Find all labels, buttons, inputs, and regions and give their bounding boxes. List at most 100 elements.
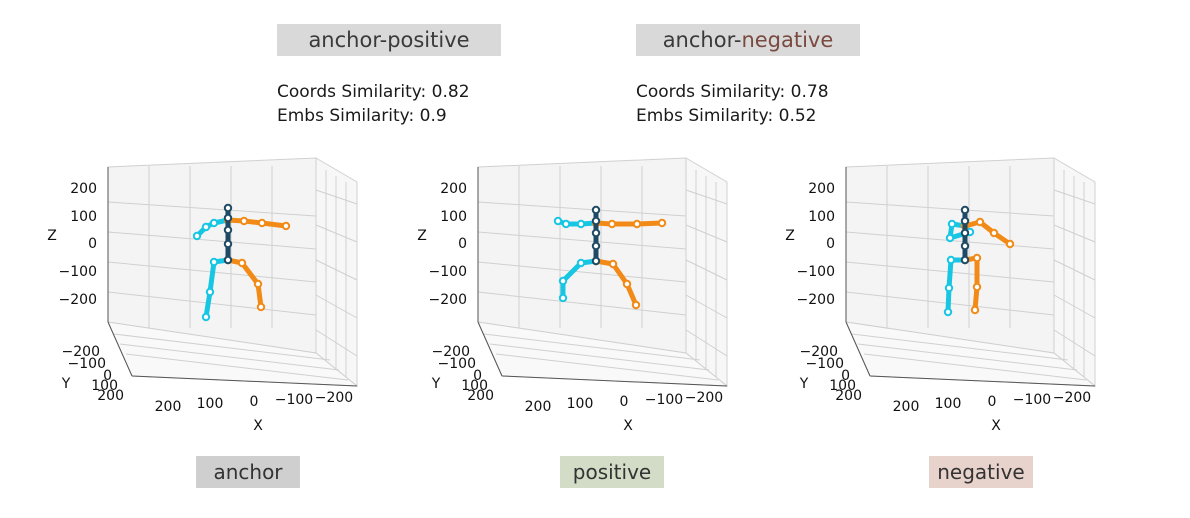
anchor-positive-metrics: Coords Similarity: 0.82 Embs Similarity:… [277, 80, 470, 128]
joint [972, 282, 982, 292]
floor-gridline [113, 333, 331, 361]
x-tick-label: 0 [250, 394, 259, 410]
anchor-caption: anchor [213, 460, 283, 484]
positive-caption: positive [572, 460, 652, 484]
ap-embs-similarity: Embs Similarity: 0.9 [277, 106, 447, 126]
z-tick-label: −200 [429, 292, 467, 308]
joint [960, 205, 970, 215]
x-tick-label: 100 [567, 396, 594, 412]
z-tick-label: 100 [440, 209, 467, 225]
joint [607, 219, 617, 229]
joint [591, 205, 601, 215]
x-tick-label: 100 [197, 396, 224, 412]
z-gridline [477, 291, 687, 316]
z-tick-label: 100 [70, 209, 97, 225]
joint [223, 239, 233, 249]
joint [591, 228, 601, 238]
y-tick-label: −200 [800, 344, 838, 360]
anchor-positive-label: anchor-positive [308, 28, 470, 52]
joint [558, 293, 568, 303]
z-axis-label: Z [785, 228, 795, 244]
floor-gridline [489, 343, 710, 371]
joint [201, 312, 211, 322]
positive-caption-box: positive [560, 456, 664, 488]
x-tick-label: −100 [1013, 392, 1051, 408]
joint [591, 241, 601, 251]
y-axis-label: Y [799, 376, 809, 392]
z-gridline [477, 201, 687, 217]
floor-gridline [857, 343, 1078, 371]
joint [631, 300, 641, 310]
y-axis-label: Y [431, 376, 441, 392]
x-tick-label: 200 [525, 399, 552, 415]
x-axis [501, 375, 728, 387]
joint [1005, 239, 1015, 249]
z-gridline [107, 291, 317, 316]
z-tick-label: 0 [458, 236, 467, 252]
joint [972, 253, 982, 263]
left-leg [945, 257, 968, 315]
z-gridline [477, 231, 687, 250]
joint [657, 218, 667, 228]
z-axis-label: Z [417, 228, 427, 244]
y-axis [107, 321, 133, 377]
joint [960, 216, 970, 226]
joint [608, 259, 618, 269]
y-tick-label: −100 [68, 356, 106, 372]
y-tick-label: 0 [103, 368, 112, 384]
joint [281, 221, 291, 231]
z-tick-label: −200 [797, 292, 835, 308]
right-arm [225, 217, 289, 229]
joint [945, 233, 955, 243]
y-tick-label: 100 [461, 378, 488, 394]
joint [553, 216, 563, 226]
y-tick-label: 200 [467, 388, 494, 404]
joint [591, 256, 601, 266]
joint [989, 228, 999, 238]
joint [632, 219, 642, 229]
floor-gridline [851, 333, 1069, 361]
y-tick-label: −200 [62, 344, 100, 360]
z-axis-label: Z [47, 228, 57, 244]
floor-gridline [483, 333, 701, 361]
joint [223, 255, 233, 265]
joint [237, 258, 247, 268]
joint [970, 305, 980, 315]
right-leg [962, 255, 980, 313]
y-tick-label: 200 [97, 388, 124, 404]
joint [960, 228, 970, 238]
y-axis [477, 321, 503, 377]
anchor-negative-suffix: negative [741, 28, 834, 52]
left-arm [194, 217, 231, 239]
joint [558, 276, 568, 286]
x-tick-label: 200 [893, 399, 920, 415]
an-embs-similarity: Embs Similarity: 0.52 [636, 106, 817, 126]
z-tick-label: −100 [797, 264, 835, 280]
x-tick-label: 0 [620, 394, 629, 410]
anchor-negative-metrics: Coords Similarity: 0.78 Embs Similarity:… [636, 80, 829, 128]
joint [209, 257, 219, 267]
x-axis [869, 375, 1096, 387]
joint [591, 216, 601, 226]
joint [943, 307, 953, 317]
x-axis-label: X [991, 418, 1001, 434]
z-gridline [107, 231, 317, 250]
z-gridline [477, 261, 687, 283]
left-arm [555, 218, 599, 227]
joint [576, 258, 586, 268]
joint [256, 302, 266, 312]
joint [960, 255, 970, 265]
anchor-negative-prefix: anchor- [662, 28, 742, 52]
x-tick-label: −200 [315, 390, 353, 406]
y-tick-label: 100 [829, 378, 856, 394]
x-tick-label: −100 [645, 392, 683, 408]
joint [209, 218, 219, 228]
joint [975, 217, 985, 227]
right-arm [593, 220, 665, 227]
back-pane [845, 157, 1055, 354]
x-tick-label: −200 [685, 390, 723, 406]
x-tick-label: −200 [1053, 390, 1091, 406]
y-tick-label: 100 [91, 378, 118, 394]
